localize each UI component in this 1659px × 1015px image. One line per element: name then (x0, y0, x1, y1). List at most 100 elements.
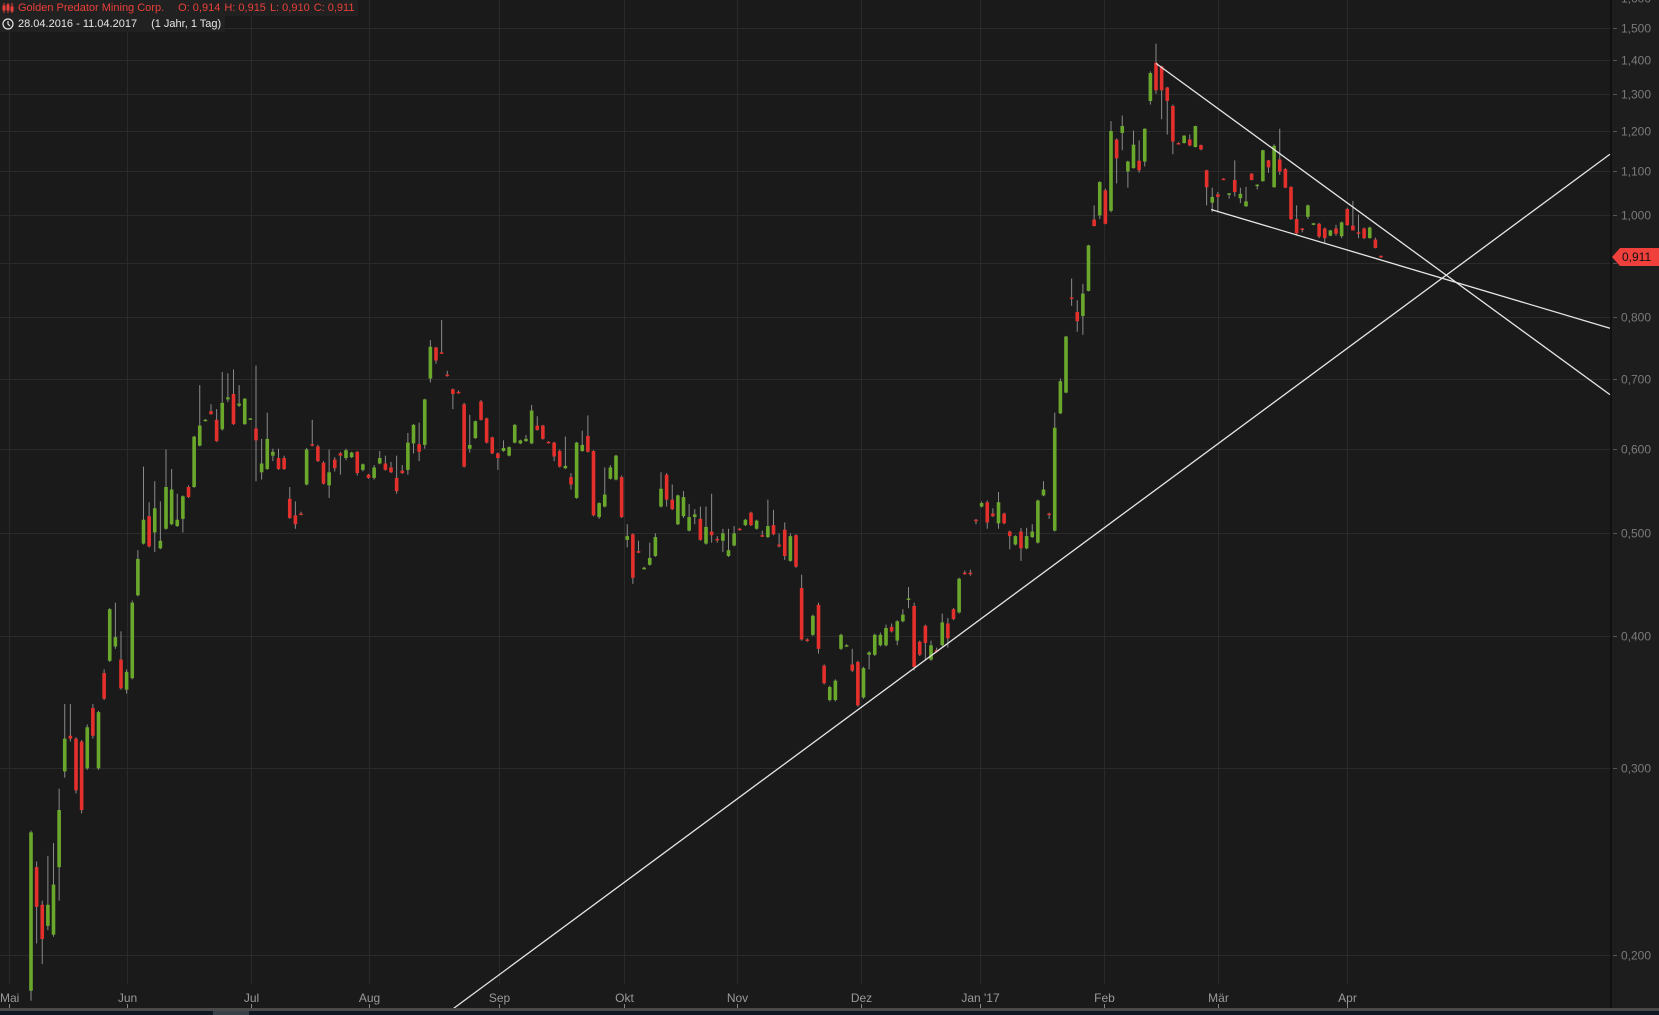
candle-up (642, 566, 646, 570)
candle-down (1204, 169, 1209, 206)
candle-down (1373, 237, 1378, 249)
candle-down (917, 640, 922, 656)
candle-up (512, 424, 517, 444)
candle-body (237, 403, 241, 406)
candle-body (29, 832, 33, 991)
time-tick-label: Aug (359, 991, 380, 1005)
candle-body (327, 472, 331, 486)
open-value: O: 0,914 (178, 2, 221, 14)
candle-up (996, 492, 1001, 529)
candle-down (619, 475, 624, 518)
candle-body (512, 424, 517, 443)
candle-up (1210, 187, 1215, 213)
candle-up (1238, 187, 1243, 204)
candle-body (1007, 531, 1012, 537)
candle-up (574, 441, 579, 499)
candle-body (1002, 513, 1006, 524)
candle-up (46, 855, 50, 931)
candle-body (1075, 311, 1080, 322)
candle-down (1159, 65, 1164, 120)
candle-up (979, 501, 984, 508)
candle-up (197, 385, 202, 447)
candle-up (141, 466, 146, 545)
candle-body (563, 465, 568, 469)
candle-down (79, 740, 84, 814)
candle-body (1306, 205, 1310, 217)
price-axis[interactable]: 1,600 1,500 1,400 1,300 1,200 1,100 1,000 0,800… (1613, 0, 1651, 963)
candle-up (1086, 244, 1091, 292)
candle-up (1109, 121, 1113, 213)
candle-down (91, 704, 95, 739)
candle-body (985, 502, 990, 523)
candle-body (507, 447, 511, 456)
candle-body (434, 347, 438, 361)
candle-down (1069, 278, 1074, 306)
candle-up (732, 526, 736, 547)
candle-body (383, 463, 388, 470)
trendlines[interactable] (449, 62, 1611, 1012)
candle-body (209, 411, 213, 415)
candle-body (642, 567, 646, 570)
candle-up (1041, 481, 1046, 497)
candle-down (147, 502, 151, 548)
candle-body (1249, 173, 1254, 180)
candle-body (152, 508, 157, 533)
candle-body (636, 551, 641, 553)
candle-down (1002, 512, 1006, 525)
candle-down (1379, 255, 1383, 258)
candle-down (923, 624, 928, 660)
candle-body (501, 447, 506, 452)
candle-up (867, 651, 871, 670)
candle-up (726, 528, 731, 557)
candle-body (1204, 170, 1209, 188)
candle-up (529, 404, 534, 445)
candle-body (906, 598, 911, 600)
time-axis[interactable]: Mai Jun Jul Aug Sep Okt Nov Dez Jan '17 Feb Mär Apr (0, 991, 1357, 1008)
candle-body (912, 605, 916, 667)
candle-up (563, 436, 568, 470)
candle-down (1154, 43, 1158, 94)
candle-body (1103, 190, 1108, 224)
candle-down (231, 369, 236, 425)
candle-body (1294, 219, 1299, 234)
candle-body (1126, 161, 1130, 172)
candle-down (1249, 173, 1254, 181)
candle-down (451, 388, 455, 410)
price-tick-label: 0,400 (1621, 630, 1651, 644)
candle-body (957, 578, 961, 613)
candle-body (1283, 168, 1288, 188)
candle-body (991, 513, 995, 517)
gridlines (0, 0, 1611, 984)
candle-down (974, 518, 978, 525)
candle-down (777, 533, 781, 548)
time-tick-label: Mär (1208, 991, 1229, 1005)
candle-body (794, 535, 798, 567)
candle-body (321, 462, 326, 484)
time-tick-label: Sep (489, 991, 511, 1005)
candle-down (332, 457, 337, 472)
candle-body (119, 659, 123, 689)
last-price-tag: 0,911 (1612, 248, 1659, 267)
candle-up (1244, 186, 1248, 207)
candle-up (377, 451, 382, 465)
candle-up (721, 528, 725, 553)
candle-body (771, 525, 776, 535)
candle-body (1086, 245, 1091, 291)
candle-down (496, 452, 500, 470)
last-price-tag-shape (1612, 248, 1659, 267)
time-scrollbar[interactable] (0, 1011, 1659, 1015)
candle-up (681, 491, 686, 518)
candle-body (1030, 531, 1035, 538)
candle-body (1165, 87, 1170, 101)
candle-up (226, 373, 230, 403)
candle-body (659, 488, 663, 507)
candle-body (1142, 128, 1147, 162)
candle-body (265, 438, 270, 470)
candle-body (130, 602, 135, 679)
scrollbar-thumb[interactable] (213, 1011, 249, 1015)
candle-body (692, 514, 697, 518)
candle-body (231, 393, 236, 425)
candle-down (254, 365, 258, 482)
